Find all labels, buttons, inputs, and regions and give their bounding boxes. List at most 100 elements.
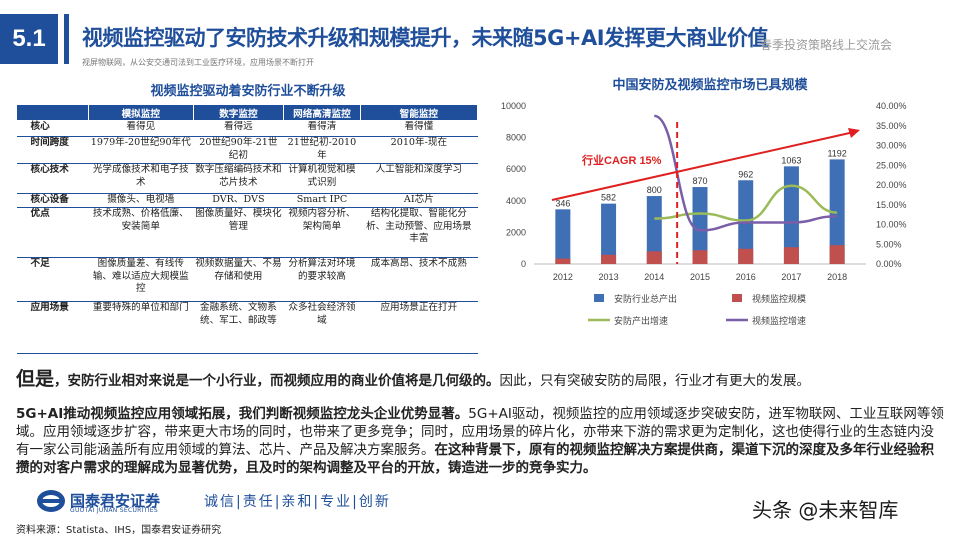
table-row-header: 核心设备 <box>16 193 89 208</box>
table-cell: 看得懂 <box>360 120 478 137</box>
paragraph-1-text: 因此，只有突破安防的局限，行业才有更大的发展。 <box>499 373 811 389</box>
table-cell: 看得见 <box>88 120 194 137</box>
table-cell: 2010年-现在 <box>360 136 478 164</box>
section-number: 5.1 <box>0 14 58 64</box>
y-tick-label: 8000 <box>506 133 526 143</box>
bar-data-label: 870 <box>692 176 707 186</box>
table-cell: 视频内容分析、架构简单 <box>283 207 361 258</box>
y-tick-label: 2000 <box>506 227 526 237</box>
paragraph-2-conclusion: 在这种背景下，原有的视频监控解决方案提供商，渠道下沉的深度及多年行业经验积攒的对… <box>16 442 934 476</box>
page-title: 视频监控驱动了安防技术升级和规模提升，未来随5G+AI发挥更大商业价值 <box>82 26 769 50</box>
table-header-cell: 模拟监控 <box>88 104 194 121</box>
table-cell: 金融系统、文物系统、军工、邮政等 <box>193 301 284 354</box>
table-cell: 图像质量好、模块化管理 <box>193 207 284 258</box>
bar-total-output <box>555 209 571 264</box>
bar-data-label: 582 <box>601 193 616 203</box>
bar-video-surveillance <box>738 248 754 264</box>
table-row: 优点 技术成熟、价格低廉、安装简单 图像质量好、模块化管理 视频内容分析、架构简单 结构… <box>16 207 478 258</box>
cagr-arrow-head <box>848 128 860 138</box>
cagr-arrow-line <box>551 131 855 201</box>
table-cell: 人工智能和深度学习 <box>360 163 478 194</box>
y-tick-label: 6000 <box>506 164 526 174</box>
table-cell: DVR、DVS <box>193 193 284 208</box>
bar-data-label: 346 <box>555 198 570 208</box>
paragraph-2-lead: 5G+AI推动视频监控应用领域拓展，我们判断视频监控龙头企业优势显著。 <box>16 406 469 422</box>
table-cell: 视频数据量大、不易存储和使用 <box>193 257 284 302</box>
table-cell: Smart IPC <box>283 193 361 208</box>
x-tick-label: 2017 <box>781 272 801 282</box>
table-cell: 重要特殊的单位和部门 <box>88 301 194 354</box>
table-cell: 技术成熟、价格低廉、安装简单 <box>88 207 194 258</box>
legend-label: 安防行业总产出 <box>614 293 677 304</box>
table-cell: 数字压缩编码技术和芯片技术 <box>193 163 284 194</box>
legend-label: 安防产出增速 <box>614 315 668 326</box>
table-cell: AI芯片 <box>360 193 478 208</box>
bar-data-label: 962 <box>738 169 753 179</box>
y2-tick-label: 20.00% <box>876 180 907 190</box>
table-cell: 成本高昂、技术不成熟 <box>360 257 478 302</box>
paragraph-1: 但是，安防行业相对来说是一个小行业，而视频应用的商业价值将是几何级的。因此，只有… <box>16 370 946 390</box>
x-tick-label: 2012 <box>553 272 573 282</box>
y2-tick-label: 10.00% <box>876 220 907 230</box>
bar-video-surveillance <box>829 245 845 264</box>
data-source: 资料来源：Statista、IHS，国泰君安证券研究 <box>16 525 222 536</box>
left-panel-title: 视频监控驱动着安防行业不断升级 <box>150 84 346 99</box>
x-tick-label: 2016 <box>736 272 756 282</box>
bar-total-output <box>601 203 617 264</box>
table-row: 核心技术 光学成像技术和电子技术 数字压缩编码技术和芯片技术 计算机视觉和模式识别 人工… <box>16 163 478 194</box>
table-row: 不足 图像质量差、有线传输、难以适应大规模监控 视频数据量大、不易存储和使用 分析算法… <box>16 257 478 302</box>
y2-tick-label: 15.00% <box>876 200 907 210</box>
table-row-header: 应用场景 <box>16 301 89 354</box>
table-cell: 看得清 <box>283 120 361 137</box>
section-divider <box>64 14 69 64</box>
table-row-header: 不足 <box>16 257 89 302</box>
table-header-cell <box>16 104 89 121</box>
security-market-chart: 0 2000 4000 6000 8000 10000 0.00% 5.00% 10.00% 15… <box>501 101 907 326</box>
company-name: 国泰君安证券 <box>70 492 161 510</box>
table-row: 核心 看得见 看得远 看得清 看得懂 <box>16 120 478 137</box>
bar-video-surveillance <box>601 254 617 264</box>
x-tick-label: 2014 <box>644 272 664 282</box>
table-header-cell: 智能监控 <box>359 104 479 121</box>
y2-tick-label: 30.00% <box>876 141 907 151</box>
watermark: 头条 @未来智库 <box>752 498 899 522</box>
bar-total-output <box>783 166 799 264</box>
legend-label: 视频监控增速 <box>752 315 806 326</box>
table-cell: 21世纪初-2010年 <box>283 136 361 164</box>
cagr-annotation: 行业CAGR 15% <box>581 153 662 167</box>
table-header-cell: 网络高清监控 <box>283 104 361 121</box>
bar-video-surveillance <box>692 250 708 264</box>
paragraph-2-text: 5G+AI驱动，视频监控的应用领域逐步突破安防，进军物联网、工业互联网等领域。应… <box>16 406 944 458</box>
paragraph-1-bold: ，安防行业相对来说是一个小行业，而视频应用的商业价值将是几何级的。 <box>54 373 500 389</box>
bar-video-surveillance <box>783 247 799 264</box>
y2-tick-label: 25.00% <box>876 160 907 170</box>
page-subtitle: 视屏物联网，从公安交通司法到工业医疗环境，应用场景不断打开 <box>82 58 314 67</box>
bar-video-surveillance <box>555 258 571 264</box>
x-tick-label: 2018 <box>827 272 847 282</box>
bar-total-output <box>692 187 708 264</box>
table-row-header: 核心技术 <box>16 163 89 194</box>
table-cell: 光学成像技术和电子技术 <box>88 163 194 194</box>
table-cell: 结构化提取、智能化分析、主动预警、应用场景丰富 <box>360 207 478 258</box>
table-row: 时间跨度 1979年-20世纪90年代 20世纪90年-21世纪初 21世纪初-201… <box>16 136 478 164</box>
bar-data-label: 800 <box>647 185 662 195</box>
bar-video-surveillance <box>646 251 662 264</box>
legend-swatch <box>732 294 742 302</box>
paragraph-2: 5G+AI推动视频监控应用领域拓展，我们判断视频监控龙头企业优势显著。5G+AI… <box>16 405 946 477</box>
bar-total-output <box>646 196 662 264</box>
table-header-cell: 数字监控 <box>192 104 285 121</box>
y-tick-label: 10000 <box>501 101 526 111</box>
y-tick-label: 0 <box>521 259 526 269</box>
y2-tick-label: 40.00% <box>876 101 907 111</box>
company-slogan: 诚信|责任|亲和|专业|创新 <box>204 494 391 510</box>
table-row-header: 优点 <box>16 207 89 258</box>
company-logo-icon <box>37 490 65 512</box>
y2-tick-label: 0.00% <box>876 259 902 269</box>
right-panel-title: 中国安防及视频监控市场已具规模 <box>612 78 808 93</box>
x-tick-label: 2015 <box>690 272 710 282</box>
legend-label: 视频监控规模 <box>752 293 806 304</box>
table-row-header: 时间跨度 <box>16 136 89 164</box>
table-cell: 20世纪90年-21世纪初 <box>193 136 284 164</box>
table-cell: 1979年-20世纪90年代 <box>88 136 194 164</box>
y2-tick-label: 5.00% <box>876 239 902 249</box>
